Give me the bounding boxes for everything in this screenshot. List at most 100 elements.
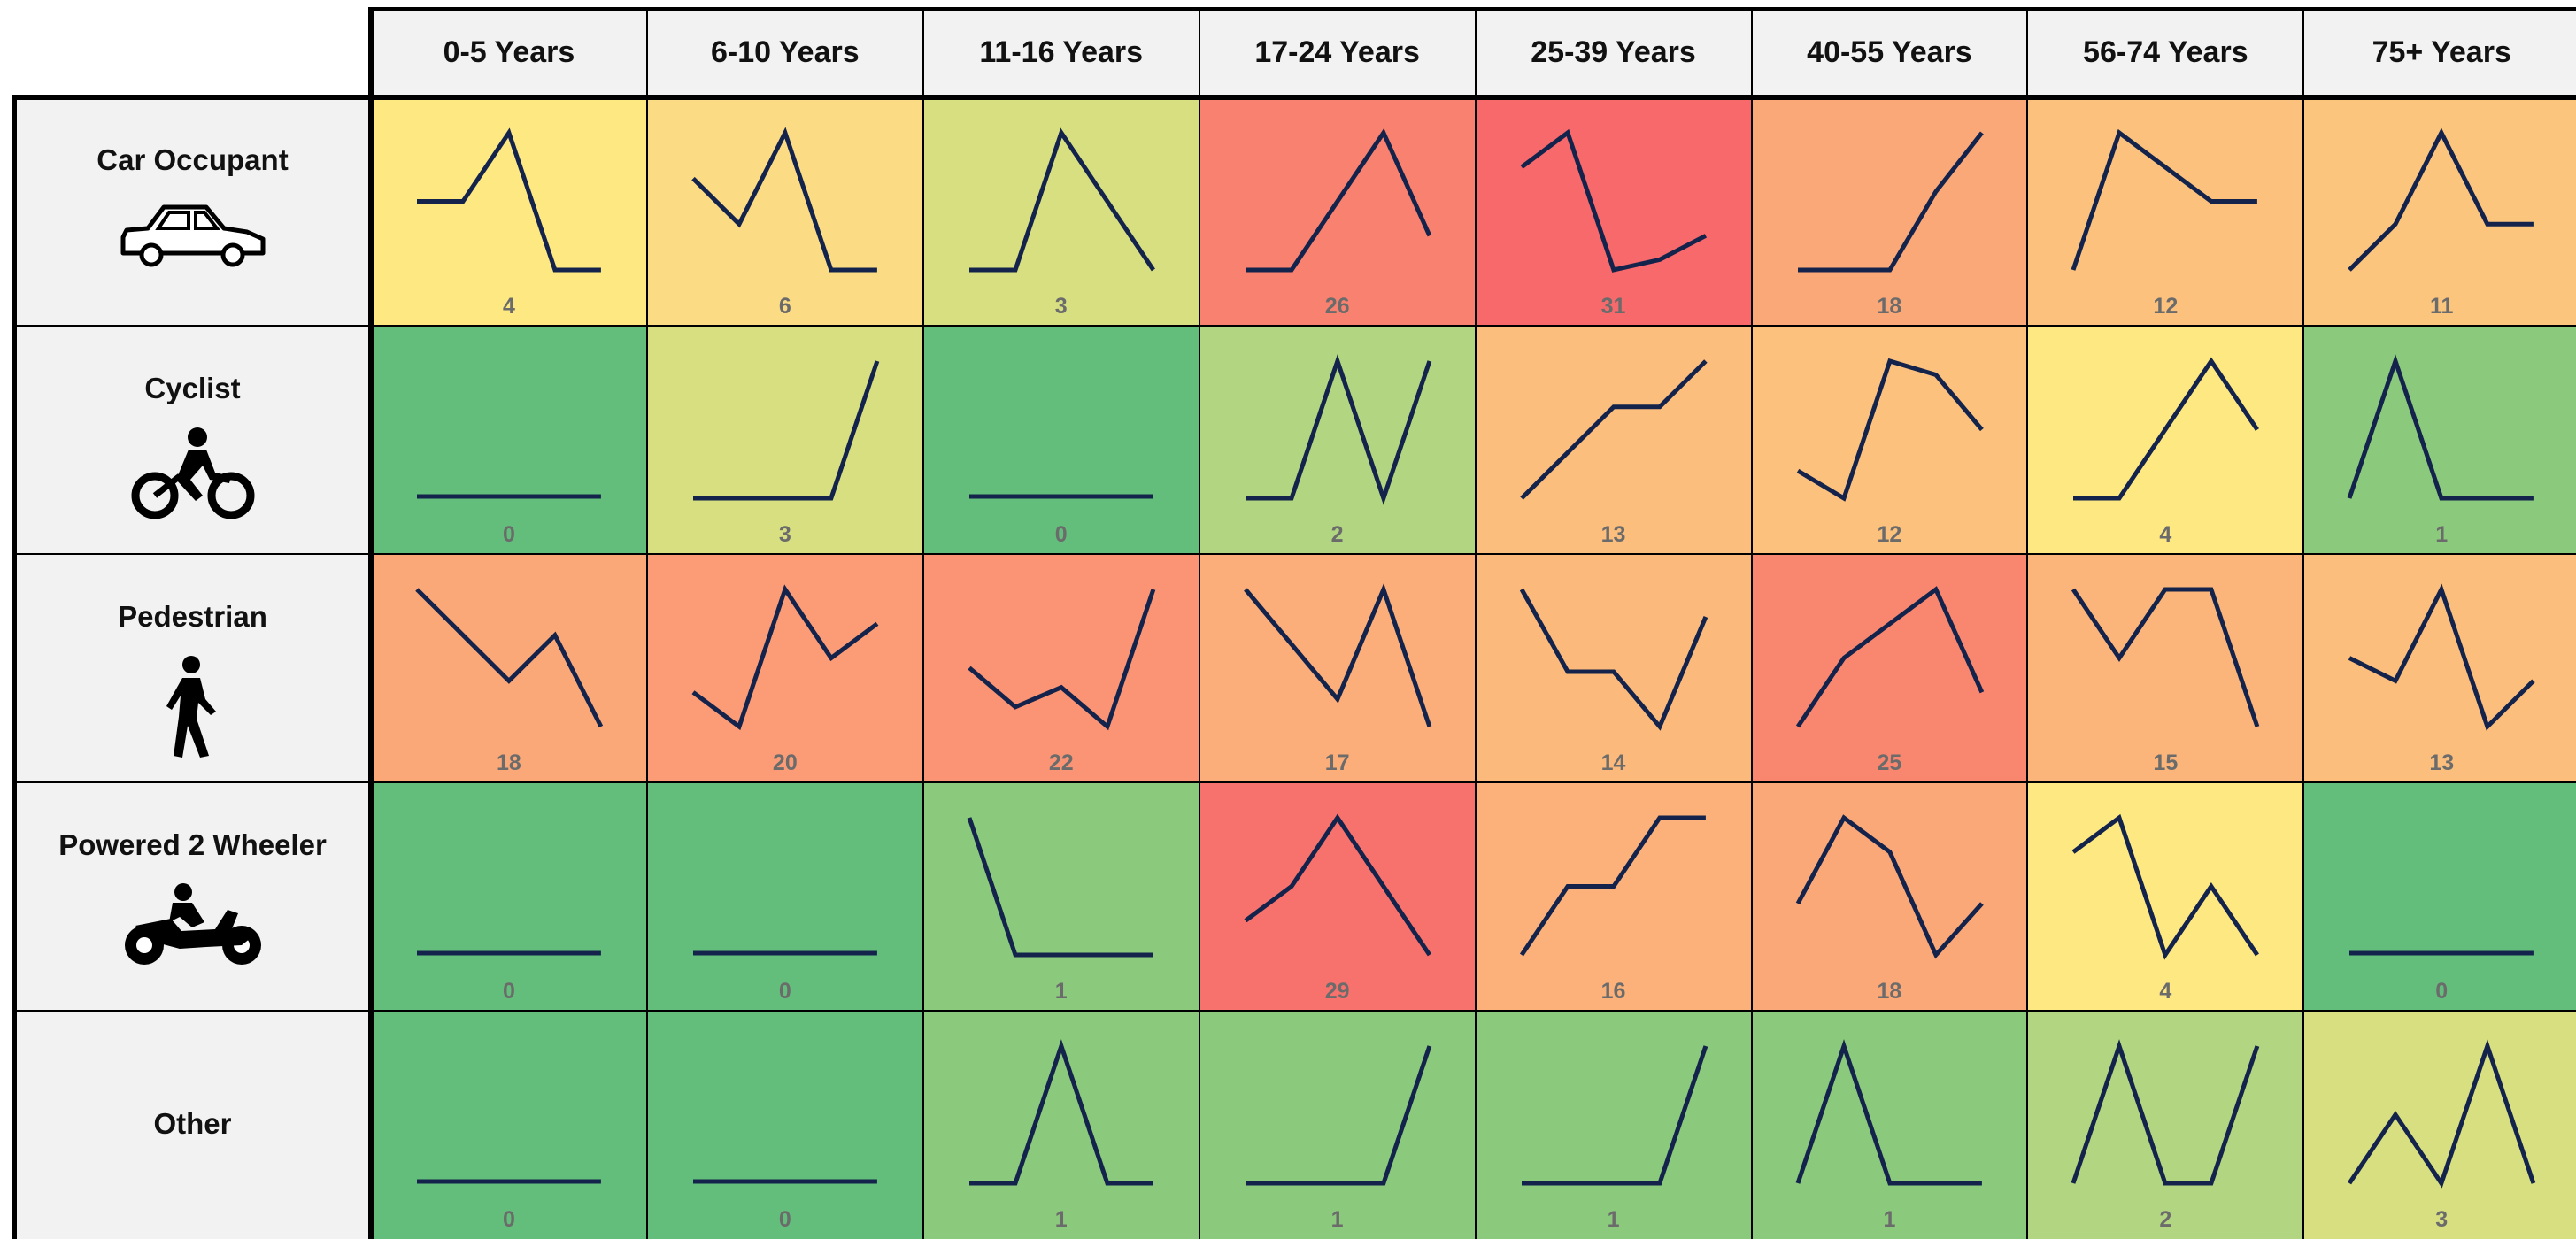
cell-total: 1 <box>1883 1207 1896 1232</box>
sparkline <box>1519 815 1706 957</box>
row-header: Cyclist <box>14 326 371 554</box>
sparkline-path <box>1795 586 1984 728</box>
pedestrian-icon <box>166 656 216 758</box>
sparkline <box>1796 358 1984 502</box>
cell-total: 31 <box>1600 294 1626 319</box>
sparkline-path <box>2348 127 2534 272</box>
sparkline <box>1245 354 1431 505</box>
sparkline-path <box>2071 587 2260 727</box>
sparkline <box>1795 1039 1982 1186</box>
sparkline <box>692 950 877 956</box>
grid-line <box>371 7 2576 11</box>
sparkline <box>968 127 1155 273</box>
sparkline-path <box>967 817 1153 958</box>
row-label: Pedestrian <box>118 600 267 633</box>
motorcycle-icon <box>124 883 261 965</box>
row-icon <box>127 427 259 528</box>
cell-total: 4 <box>2159 522 2172 547</box>
sparkline <box>1797 131 1984 273</box>
sparkline-path <box>1245 354 1431 505</box>
heatmap-cell: 29 <box>1199 782 1476 1011</box>
sparkline <box>417 950 601 956</box>
cell-total: 1 <box>1054 1207 1068 1232</box>
sparkline <box>692 360 880 501</box>
column-header: 40-55 Years <box>1751 7 2028 97</box>
sparkline <box>417 494 601 499</box>
cell-total: 3 <box>778 522 791 547</box>
sparkline <box>968 1039 1153 1186</box>
cell-total: 14 <box>1600 750 1626 775</box>
row-header: Pedestrian <box>14 554 371 782</box>
cell-total: 0 <box>502 1207 515 1232</box>
cell-total: 18 <box>1877 979 1902 1004</box>
sparkline-path <box>968 127 1155 273</box>
sparkline <box>417 1179 601 1184</box>
cell-total: 4 <box>502 294 515 319</box>
heatmap-cell: 16 <box>1475 782 1752 1011</box>
heatmap-cell: 22 <box>922 554 1199 782</box>
row-icon <box>118 198 268 273</box>
grid-line <box>922 7 924 1239</box>
sparkline <box>968 589 1156 731</box>
sparkline <box>2347 354 2534 501</box>
heatmap-cell: 6 <box>646 97 923 326</box>
sparkline <box>417 127 601 273</box>
sparkline-path <box>1520 128 1707 273</box>
cell-total: 20 <box>772 750 798 775</box>
heatmap-cell: 2 <box>1199 326 1476 554</box>
heatmap-cell: 18 <box>371 554 647 782</box>
heatmap-cell: 0 <box>371 782 647 1011</box>
heatmap-cell: 4 <box>2027 782 2304 1011</box>
sparkline <box>691 127 877 273</box>
cell-total: 0 <box>2435 979 2449 1004</box>
column-header: 6-10 Years <box>646 7 923 97</box>
heatmap-cell: 0 <box>646 1011 923 1239</box>
sparkline <box>1245 1045 1431 1186</box>
heatmap-cell: 31 <box>1475 97 1752 326</box>
sparkline-path <box>2071 813 2260 960</box>
sparkline-path <box>1797 131 1984 273</box>
heatmap-cell: 4 <box>2027 326 2304 554</box>
sparkline-path <box>691 584 879 731</box>
row-icon <box>158 655 228 766</box>
sparkline-path <box>1521 1045 1708 1186</box>
sparkline-path <box>2348 583 2535 731</box>
sparkline <box>1795 814 1984 959</box>
sparkline-path <box>1519 359 1708 500</box>
heatmap-cell: 0 <box>922 326 1199 554</box>
sparkline-path <box>692 360 880 501</box>
cell-total: 2 <box>1330 522 1344 547</box>
cell-total: 13 <box>2429 750 2455 775</box>
cell-total: 29 <box>1324 979 1350 1004</box>
heatmap-cell: 2 <box>2027 1011 2304 1239</box>
row-header: Other <box>14 1011 371 1239</box>
sparkline <box>968 494 1153 499</box>
sparkline <box>1243 582 1431 727</box>
heatmap-cell: 1 <box>1751 1011 2028 1239</box>
cell-total: 18 <box>497 750 521 775</box>
sparkline-path <box>1795 814 1984 959</box>
heatmap-cell: 20 <box>646 554 923 782</box>
column-header: 56-74 Years <box>2027 7 2304 97</box>
cell-total: 4 <box>2159 979 2172 1004</box>
column-header: 17-24 Years <box>1199 7 1476 97</box>
cell-total: 0 <box>502 979 515 1004</box>
grid-line <box>2026 7 2029 1239</box>
heatmap-cell: 13 <box>2303 554 2576 782</box>
heatmap-cell: 3 <box>922 97 1199 326</box>
column-header: 75+ Years <box>2303 7 2576 97</box>
cell-total: 16 <box>1600 979 1626 1004</box>
cell-total: 0 <box>778 1207 791 1232</box>
sparkline-path <box>1244 813 1431 957</box>
sparkline-path <box>1245 1045 1431 1186</box>
sparkline <box>2348 127 2534 272</box>
sparkline <box>2071 1039 2260 1186</box>
cell-total: 3 <box>2435 1207 2449 1232</box>
sparkline <box>2348 583 2535 731</box>
heatmap-cell: 0 <box>646 782 923 1011</box>
sparkline-path <box>691 127 877 273</box>
heatmap-cell: 0 <box>2303 782 2576 1011</box>
sparkline-path <box>2073 357 2260 501</box>
cell-total: 2 <box>2159 1207 2172 1232</box>
sparkline-path <box>2071 128 2258 271</box>
